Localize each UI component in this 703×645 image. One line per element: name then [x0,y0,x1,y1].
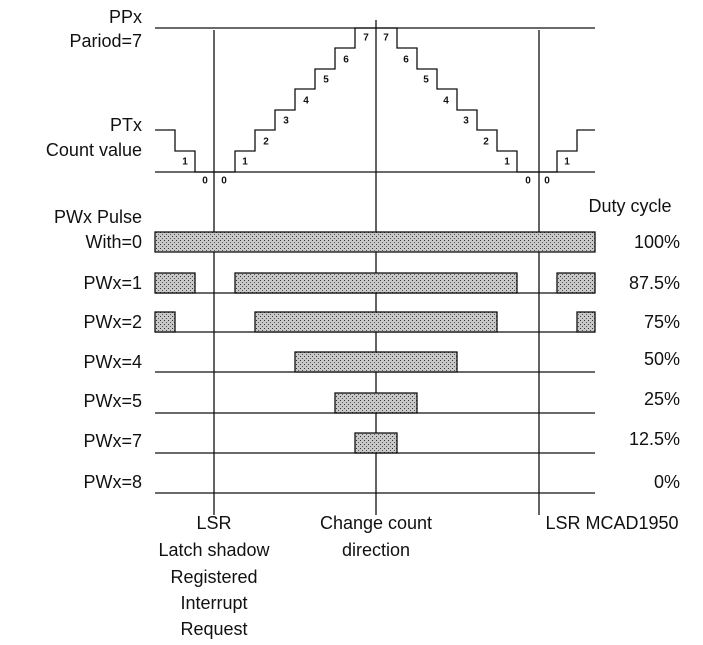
label: Count value [46,140,142,160]
count-label: 3 [283,116,289,127]
duty-value: 75% [644,312,680,332]
count-label: 5 [323,75,329,86]
caption: LSR MCAD1950 [545,513,678,533]
label: With=0 [85,232,142,252]
count-label: 0 [544,176,550,187]
count-label: 7 [363,33,369,44]
label: PTx [110,115,142,135]
pulse [154,231,596,253]
duty-value: 0% [654,472,680,492]
pulse [234,272,518,294]
pulse [556,272,596,294]
count-label: 0 [221,176,227,187]
label: PWx=4 [83,352,142,372]
label: Pariod=7 [69,31,142,51]
count-label: 4 [303,96,309,107]
caption: Interrupt [180,593,247,613]
pulse [154,311,176,333]
caption: Registered [170,567,257,587]
count-label: 6 [343,55,349,66]
duty-value: 87.5% [629,273,680,293]
duty-value: 25% [644,389,680,409]
label: PWx=8 [83,472,142,492]
duty-value: 100% [634,232,680,252]
label: PWx=1 [83,273,142,293]
label: PWx Pulse [54,207,142,227]
count-label: 1 [504,157,510,168]
caption: LSR [196,513,231,533]
count-label: 4 [443,96,449,107]
label: PWx=5 [83,391,142,411]
caption: Request [180,619,247,639]
count-label: 2 [263,137,269,148]
pulse [254,311,498,333]
pulse [354,432,398,454]
caption: Latch shadow [158,540,270,560]
label: PWx=2 [83,312,142,332]
caption: Change count [320,513,432,533]
count-label: 0 [202,176,208,187]
pulse [294,351,458,373]
label: PPx [109,7,142,27]
count-label: 1 [182,157,188,168]
duty-value: 50% [644,349,680,369]
duty-title: Duty cycle [588,196,671,216]
count-label: 6 [403,55,409,66]
count-label: 5 [423,75,429,86]
pulse [334,392,418,414]
pulse [576,311,596,333]
count-label: 1 [564,157,570,168]
count-label: 2 [483,137,489,148]
count-staircase [155,27,595,173]
pulse [154,272,196,294]
count-label: 3 [463,116,469,127]
count-label: 0 [525,176,531,187]
count-labels: 1 0 0 1 2 3 4 5 6 7 7 6 5 4 3 2 1 0 0 1 [182,33,570,187]
count-label: 1 [242,157,248,168]
label: PWx=7 [83,431,142,451]
duty-value: 12.5% [629,429,680,449]
caption: direction [342,540,410,560]
count-label: 7 [383,33,389,44]
